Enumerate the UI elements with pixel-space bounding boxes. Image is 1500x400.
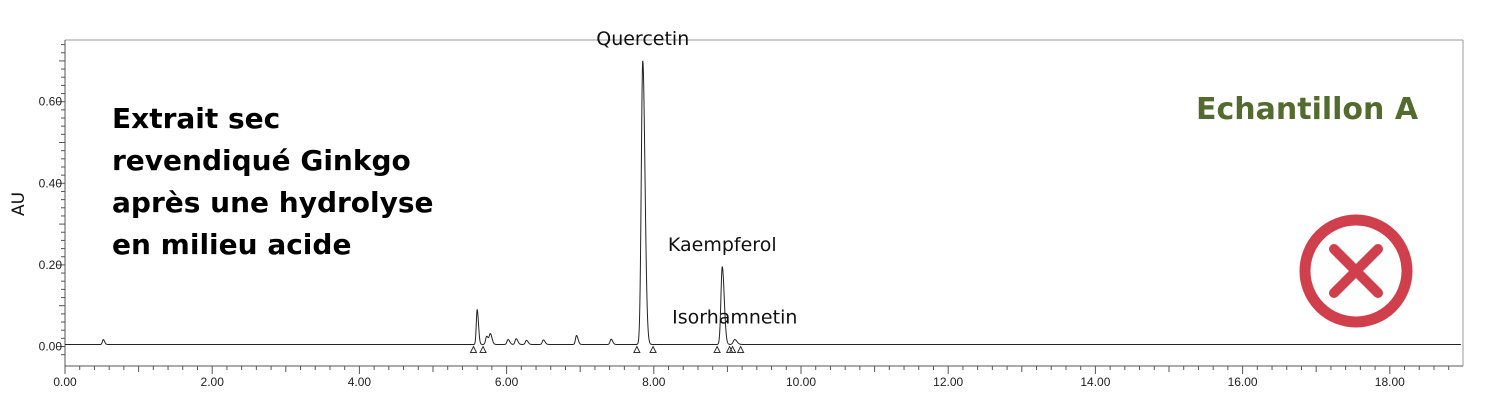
integration-mark xyxy=(479,345,487,353)
x-tick-label: 4.00 xyxy=(348,375,372,389)
chromatogram-trace xyxy=(65,60,1461,345)
integration-mark xyxy=(633,345,641,353)
description-line: en milieu acide xyxy=(112,228,352,261)
integration-mark xyxy=(469,345,478,353)
x-tick-label: 8.00 xyxy=(642,375,666,389)
integration-mark xyxy=(713,345,721,353)
reject-x-circle-icon xyxy=(1298,213,1414,329)
y-tick-label: 0.00 xyxy=(39,340,63,354)
peak-label: Quercetin xyxy=(596,28,689,50)
x-tick-label: 12.00 xyxy=(933,375,963,389)
x-tick-label: 14.00 xyxy=(1080,375,1110,389)
peak-labels: Quercetin Kaempferol Isorhamnetin xyxy=(596,28,797,329)
peak-label: Isorhamnetin xyxy=(672,307,797,329)
x-tick-label: 10.00 xyxy=(786,375,816,389)
sample-label: Echantillon A xyxy=(1196,92,1419,127)
axes xyxy=(64,39,1464,367)
peak-label: Kaempferol xyxy=(668,234,777,256)
integration-mark xyxy=(736,345,745,353)
x-tick-label: 16.00 xyxy=(1228,375,1258,389)
integration-mark xyxy=(649,345,657,353)
y-tick-label: 0.40 xyxy=(39,176,63,190)
integration-mark xyxy=(728,345,737,353)
sample-description: Extrait sec revendiqué Ginkgo après une … xyxy=(112,98,472,266)
description-line: après une hydrolyse xyxy=(112,186,434,219)
y-axis-ticks: 0.00 0.20 0.40 0.60 xyxy=(39,44,65,356)
x-tick-label: 18.00 xyxy=(1375,375,1405,389)
y-axis-title: AU xyxy=(9,192,29,216)
description-line: revendiqué Ginkgo xyxy=(112,144,411,177)
x-tick-label: 0.00 xyxy=(53,375,77,389)
x-axis-ticks: 0.00 2.00 4.00 6.00 8.00 10.00 12.00 14.00 16.00… xyxy=(53,366,1450,389)
description-line: Extrait sec xyxy=(112,102,281,135)
x-tick-label: 6.00 xyxy=(495,375,519,389)
y-tick-label: 0.20 xyxy=(39,258,63,272)
y-tick-label: 0.60 xyxy=(39,95,63,109)
integration-marks xyxy=(469,345,745,353)
x-tick-label: 2.00 xyxy=(201,375,225,389)
